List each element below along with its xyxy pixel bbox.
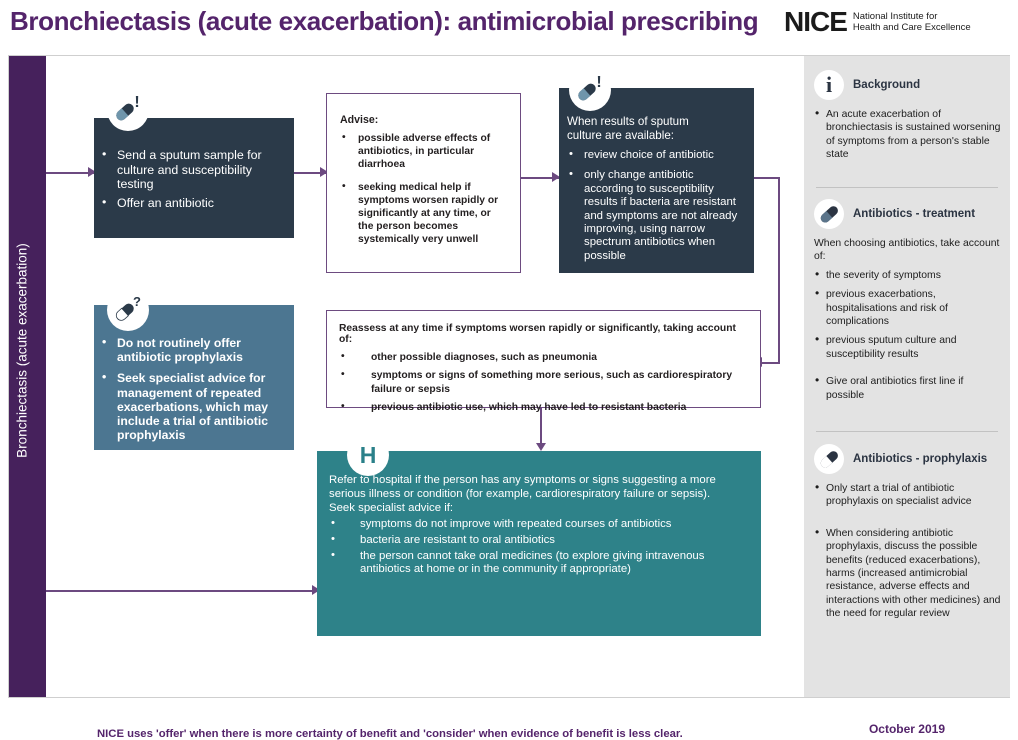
arrowhead-advise-to-results (552, 172, 560, 182)
svg-text:?: ? (133, 294, 141, 309)
hospital-h-letter: H (359, 441, 377, 468)
panel-section-treatment-header: Antibiotics - treatment (814, 199, 1002, 229)
list-item: Offer an antibiotic (100, 195, 282, 211)
connector-sidebar-to-sputum (46, 172, 94, 174)
box-refer-to-hospital: Refer to hospital if the person has any … (317, 451, 761, 636)
panel-divider-1 (816, 187, 998, 188)
pill-exclamation-icon: ! (569, 69, 611, 111)
list-item: previous antibiotic use, which may have … (339, 400, 746, 414)
nice-logo-mark: NICE (784, 6, 848, 37)
panel-section-background-header: i Background (814, 70, 1002, 100)
connector-advise-to-results (521, 177, 559, 179)
page-title: Bronchiectasis (acute exacerbation): ant… (10, 6, 759, 36)
list-item: Seek specialist advice for management of… (100, 370, 282, 442)
box-sputum-results-heading-line1: When results of sputum (567, 115, 689, 128)
hospital-h-icon: H (347, 434, 389, 476)
list-item: possible adverse effects of antibiotics,… (340, 131, 507, 172)
box-send-sputum-list: Send a sputum sample for culture and sus… (100, 147, 282, 211)
box-reassess-list: other possible diagnoses, such as pneumo… (339, 350, 746, 415)
pill-icon (814, 199, 844, 229)
box-no-routine-prophylaxis: Do not routinely offer antibiotic prophy… (94, 305, 294, 450)
panel-section-background-title: Background (853, 79, 921, 91)
left-vertical-band: Bronchiectasis (acute exacerbation) (9, 56, 46, 697)
list-item: Do not routinely offer antibiotic prophy… (100, 335, 282, 364)
box-sputum-results-list: review choice of antibiotic only change … (567, 148, 744, 263)
panel-section-prophylaxis-body: Only start a trial of antibiotic prophyl… (814, 481, 1002, 621)
connector-sputum-to-advise (294, 172, 326, 174)
panel-section-background-list: An acute exacerbation of bronchiectasis … (814, 107, 1002, 162)
box-advise-heading: Advise: (340, 114, 379, 126)
right-info-panel: i Background An acute exacerbation of br… (804, 56, 1010, 740)
pill-exclamation-icon: ! (107, 89, 149, 131)
list-item: symptoms or signs of something more seri… (339, 368, 746, 396)
date-badge: October 2019 (818, 718, 996, 740)
box-sputum-results-heading-line2: culture are available: (567, 129, 674, 142)
panel-section-treatment-list: the severity of symptoms previous exacer… (814, 268, 1002, 361)
arrowhead-sidebar-to-hospital (312, 585, 320, 595)
arrowhead-sidebar-to-sputum (88, 167, 96, 177)
footnote-text: NICE uses 'offer' when there is more cer… (97, 728, 683, 740)
box-send-sputum: Send a sputum sample for culture and sus… (94, 118, 294, 238)
list-item: only change antibiotic according to susc… (567, 168, 744, 263)
list-item: the person cannot take oral medicines (t… (329, 549, 747, 578)
panel-section-treatment-body: When choosing antibiotics, take account … (814, 237, 1002, 402)
panel-section-background: i Background An acute exacerbation of br… (814, 70, 1002, 168)
list-item: bacteria are resistant to oral antibioti… (329, 533, 747, 548)
pill-question-icon: ? (107, 289, 149, 331)
box-no-routine-prophylaxis-list: Do not routinely offer antibiotic prophy… (100, 335, 282, 442)
nice-logo-subtitle-line1: National Institute for (852, 11, 938, 22)
list-item: previous exacerbations, hospitalisations… (814, 287, 1002, 328)
pill-icon (814, 444, 844, 474)
diagram-frame: Bronchiectasis (acute exacerbation) Send… (8, 55, 1010, 740)
nice-logo: NICE National Institute for Health and C… (784, 8, 971, 36)
list-item: previous sputum culture and susceptibili… (814, 333, 1002, 361)
visual-summary-page: Bronchiectasis (acute exacerbation): ant… (0, 0, 1018, 704)
panel-section-prophylaxis-header: Antibiotics - prophylaxis (814, 444, 1002, 474)
list-item: Send a sputum sample for culture and sus… (100, 147, 282, 192)
arrowhead-sputum-to-advise (320, 167, 328, 177)
page-header: Bronchiectasis (acute exacerbation): ant… (0, 0, 1018, 52)
box-refer-to-hospital-para1: Refer to hospital if the person has any … (329, 474, 716, 500)
panel-section-treatment: Antibiotics - treatment When choosing an… (814, 199, 1002, 408)
box-refer-to-hospital-para2: Seek specialist advice if: (329, 502, 454, 514)
list-item: When considering antibiotic prophylaxis,… (814, 526, 1002, 621)
panel-divider-2 (816, 431, 998, 432)
left-band-label: Bronchiectasis (acute exacerbation) (14, 243, 30, 458)
list-item: other possible diagnoses, such as pneumo… (339, 350, 746, 364)
panel-section-background-body: An acute exacerbation of bronchiectasis … (814, 107, 1002, 162)
box-sputum-results-heading: When results of sputum culture are avail… (567, 115, 744, 143)
box-sputum-results: When results of sputum culture are avail… (559, 88, 754, 273)
panel-section-treatment-list-2: Give oral antibiotics first line if poss… (814, 374, 1002, 402)
box-reassess: Reassess at any time if symptoms worsen … (326, 310, 761, 414)
arrowhead-reassess-to-hospital (536, 443, 546, 451)
list-item: review choice of antibiotic (567, 148, 744, 162)
panel-section-treatment-intro: When choosing antibiotics, take account … (814, 238, 1000, 263)
panel-section-treatment-title: Antibiotics - treatment (853, 208, 976, 220)
connector-results-right (754, 177, 780, 179)
info-icon: i (814, 70, 844, 100)
connector-sidebar-to-hospital (46, 590, 317, 592)
panel-section-prophylaxis-title: Antibiotics - prophylaxis (853, 453, 988, 465)
list-item: An acute exacerbation of bronchiectasis … (814, 107, 1002, 162)
list-item: symptoms do not improve with repeated co… (329, 517, 747, 532)
box-advise-list: possible adverse effects of antibiotics,… (340, 131, 507, 247)
nice-logo-subtitle: National Institute for Health and Care E… (853, 11, 971, 33)
box-refer-to-hospital-list: symptoms do not improve with repeated co… (329, 517, 747, 578)
panel-section-prophylaxis-list: Only start a trial of antibiotic prophyl… (814, 481, 1002, 621)
svg-text:!: ! (596, 74, 601, 91)
list-item: seeking medical help if symptoms worsen … (340, 180, 507, 247)
svg-text:!: ! (134, 94, 139, 111)
list-item: Give oral antibiotics first line if poss… (814, 374, 1002, 402)
box-advise: Advise: possible adverse effects of anti… (326, 93, 521, 273)
panel-section-prophylaxis: Antibiotics - prophylaxis Only start a t… (814, 444, 1002, 627)
list-item: Only start a trial of antibiotic prophyl… (814, 481, 1002, 509)
connector-results-down (778, 177, 780, 364)
connector-reassess-to-hospital (540, 408, 542, 446)
connector-results-to-reassess (761, 362, 780, 364)
nice-logo-subtitle-line2: Health and Care Excellence (852, 22, 971, 33)
list-item: the severity of symptoms (814, 268, 1002, 282)
info-icon-glyph: i (825, 72, 833, 97)
box-reassess-heading: Reassess at any time if symptoms worsen … (339, 323, 736, 345)
